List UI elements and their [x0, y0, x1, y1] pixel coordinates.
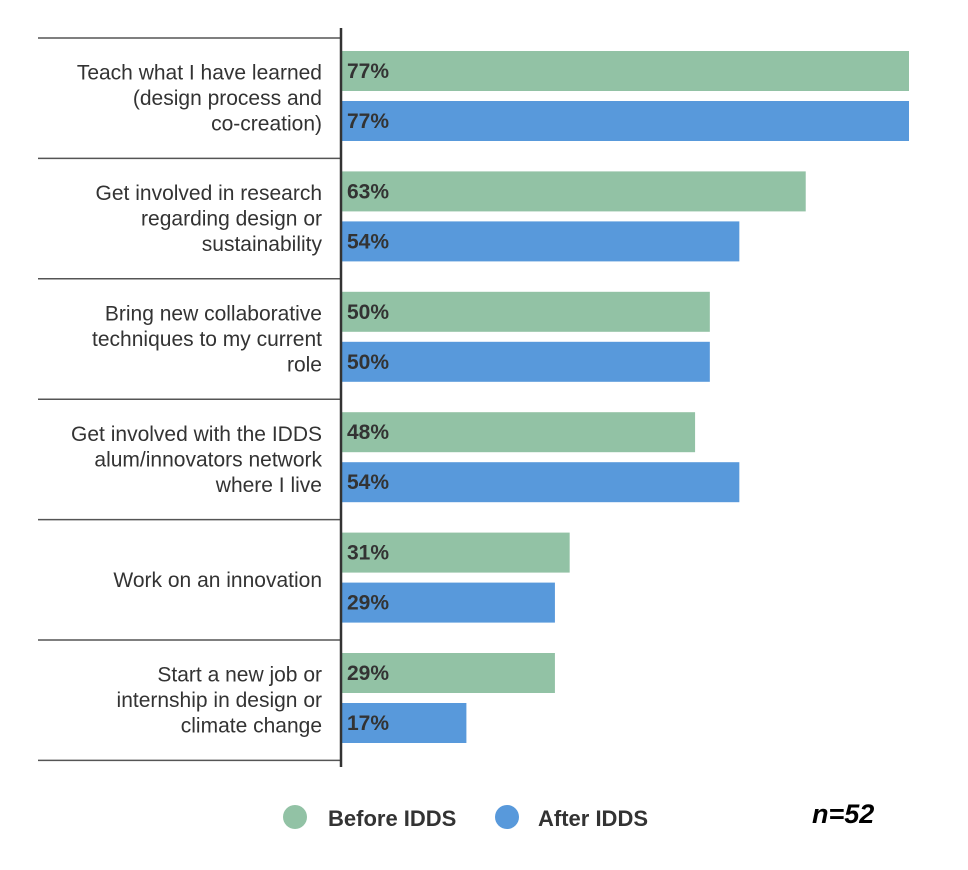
category-label-line: Start a new job or — [157, 664, 322, 687]
bar-before-idds — [341, 171, 806, 212]
legend: Before IDDS After IDDS — [283, 805, 648, 831]
legend-swatch-after — [495, 805, 519, 829]
bar-before-idds — [341, 532, 570, 573]
bar-value-label: 29% — [347, 592, 389, 615]
bar-before-idds — [341, 653, 555, 693]
bar-value-label: 31% — [347, 542, 389, 565]
bar-before-idds — [341, 412, 696, 453]
bar-after-idds — [341, 341, 710, 382]
category-label: Start a new job or internship in design o… — [117, 664, 322, 738]
bar-after-idds — [341, 462, 740, 503]
category-label-line: techniques to my current — [92, 328, 322, 351]
legend-label-after: After IDDS — [538, 806, 648, 831]
bar-after-idds — [341, 101, 909, 141]
category-label: Work on an innovation — [113, 569, 322, 592]
bar-before-idds — [341, 51, 909, 91]
category-label-line: role — [287, 354, 322, 377]
category-label-line: climate change — [181, 715, 322, 738]
category-label-line: internship in design or — [117, 689, 322, 712]
bar-value-label: 77% — [347, 60, 389, 83]
bar-value-label: 48% — [347, 421, 389, 444]
bar-value-label: 54% — [347, 471, 389, 494]
bar-value-label: 54% — [347, 230, 389, 253]
category-label-line: where I live — [215, 474, 322, 497]
bar-group: 77% 63% 50% 48% 31% 29% 77% 54% 50% 54% 29% 17% — [341, 51, 909, 743]
category-label-line: Get involved with the IDDS — [71, 423, 322, 446]
category-label-line: Work on an innovation — [113, 569, 322, 592]
legend-label-before: Before IDDS — [328, 806, 456, 831]
bar-after-idds — [341, 582, 555, 623]
category-label: Teach what I have learned (design process… — [77, 62, 322, 136]
category-label: Bring new collaborative techniques to my … — [92, 303, 322, 377]
legend-swatch-before — [283, 805, 307, 829]
bar-after-idds — [341, 221, 740, 262]
bar-value-label: 63% — [347, 180, 389, 203]
category-label-line: alum/innovators network — [94, 448, 322, 471]
sample-size-note: n=52 — [812, 799, 874, 829]
category-label-line: regarding design or — [141, 208, 322, 231]
category-label-line: Teach what I have learned — [77, 62, 322, 85]
bar-after-idds — [341, 703, 467, 743]
bar-value-label: 77% — [347, 110, 389, 133]
category-label-line: Get involved in research — [96, 182, 322, 205]
category-label: Get involved in research regarding design… — [96, 182, 323, 256]
category-label-line: Bring new collaborative — [105, 303, 322, 326]
category-separators — [38, 37, 341, 762]
category-label-line: (design process and — [133, 87, 322, 110]
bar-value-label: 29% — [347, 662, 389, 685]
bar-value-label: 17% — [347, 712, 389, 735]
bar-before-idds — [341, 291, 710, 332]
bar-value-label: 50% — [347, 301, 389, 324]
category-label-line: co-creation) — [211, 113, 322, 136]
category-label-line: sustainability — [202, 233, 323, 256]
bar-value-label: 50% — [347, 351, 389, 374]
category-label: Get involved with the IDDS alum/innovator… — [71, 423, 322, 497]
category-labels: Teach what I have learned (design process… — [71, 62, 322, 738]
